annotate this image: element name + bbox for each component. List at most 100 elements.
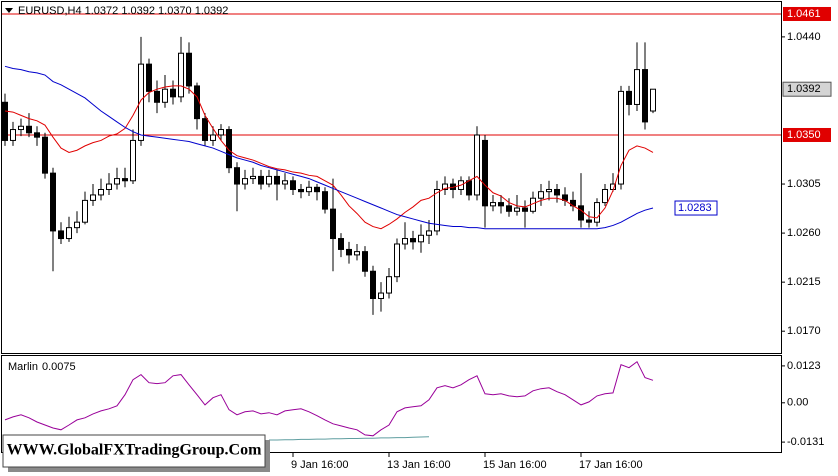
price-label-box [782, 81, 832, 97]
watermark-box: WWW.GlobalFXTradingGroup.Com [2, 434, 270, 472]
indicator-panel [1, 355, 782, 453]
candle-body [58, 230, 64, 240]
y-tick-label: -0.0131 [787, 436, 824, 448]
watermark-frame [2, 434, 266, 468]
moving-average [4, 65, 654, 230]
indicator-line [269, 436, 430, 441]
y-tick-label: 1.0215 [787, 276, 821, 288]
candle-body [314, 186, 320, 193]
candle-body [202, 118, 208, 141]
x-tick-label: 13 Jan 16:00 [387, 459, 451, 471]
candle-body [74, 221, 80, 229]
level-label: 1.0350 [787, 129, 821, 141]
candle-body [170, 88, 176, 98]
candle-body [498, 202, 504, 207]
candle-body [466, 180, 472, 196]
candle-body [378, 292, 384, 299]
candle-body [50, 172, 56, 232]
indicator-value: 0.0075 [42, 361, 76, 373]
candle-body [258, 175, 264, 185]
candle-body [274, 175, 280, 185]
candle-body [82, 199, 88, 223]
candle-body [178, 52, 184, 98]
y-tick-label: 1.0260 [787, 227, 821, 239]
candle-body [346, 248, 352, 256]
candle-body [370, 270, 376, 299]
candle-body [594, 202, 600, 223]
candle-body [354, 251, 360, 256]
candle-body [442, 183, 448, 190]
moving-average [4, 85, 654, 230]
candle-body [242, 178, 248, 185]
candle-body [66, 227, 72, 240]
indicator-name: Marlin [8, 361, 38, 373]
candle-body [338, 238, 344, 250]
level-label: 1.0461 [787, 8, 821, 20]
candle-body [146, 63, 152, 92]
candle-body [298, 188, 304, 193]
candle-body [138, 63, 144, 141]
candle-body [306, 186, 312, 193]
level-label-box [783, 127, 831, 142]
candle-body [514, 207, 520, 212]
candle-body [402, 238, 408, 245]
candle-body [266, 175, 272, 185]
x-tick-label: 17 Jan 16:00 [579, 459, 643, 471]
level-label-box [783, 6, 831, 21]
x-tick-label: 9 Jan 16:00 [291, 459, 349, 471]
candle-body [218, 129, 224, 136]
candle-body [290, 180, 296, 190]
candle-body [330, 208, 336, 240]
ma-label: 1.0283 [678, 202, 712, 214]
candle-body [538, 191, 544, 199]
candle-body [642, 69, 648, 123]
main-panel [1, 1, 782, 354]
candle-body [386, 276, 392, 294]
candle-body [42, 136, 48, 174]
candle-body [634, 69, 640, 105]
candle-body [210, 134, 216, 141]
candle-body [322, 191, 328, 210]
candle-body [554, 188, 560, 196]
candle-body [626, 90, 632, 105]
y-tick-label: 1.0170 [787, 325, 821, 337]
price-label: 1.0392 [787, 83, 821, 95]
ma-label-box [674, 200, 718, 216]
x-tick-label: 15 Jan 16:00 [483, 459, 547, 471]
candle-body [10, 129, 16, 141]
candle-body [194, 85, 200, 120]
candle-body [482, 139, 488, 207]
indicator-line [4, 360, 654, 437]
candle-body [106, 183, 112, 190]
candle-body [618, 90, 624, 185]
candle-body [650, 88, 656, 112]
candle-body [234, 167, 240, 185]
menu-triangle [5, 8, 13, 13]
candle-body [522, 207, 528, 212]
watermark: WWW.GlobalFXTradingGroup.Com [7, 442, 263, 459]
candle-body [362, 251, 368, 272]
candle-body [18, 125, 24, 131]
candle-body [98, 188, 104, 196]
candle-body [282, 180, 288, 185]
y-tick-label: 0.00 [787, 397, 808, 409]
plot: 1.0440 1.0305 1.0260 1.0215 1.0170 0.0123 0.00… [2, 6, 832, 471]
candle-body [418, 234, 424, 243]
candle-body [394, 243, 400, 278]
y-tick-label: 1.0440 [787, 31, 821, 43]
candle-body [186, 52, 192, 87]
candle-body [122, 178, 128, 182]
candle-body [602, 188, 608, 204]
candle-body [2, 101, 8, 141]
y-tick-label: 0.0123 [787, 360, 821, 372]
candle-body [490, 202, 496, 207]
candle-body [506, 205, 512, 212]
candle-body [250, 175, 256, 180]
candle-body [130, 139, 136, 182]
candle-body [426, 230, 432, 236]
chart-title: EURUSD,H4 1.0372 1.0392 1.0370 1.0392 [18, 5, 228, 17]
candle-body [34, 132, 40, 138]
candle-body [90, 194, 96, 201]
candle-body [578, 205, 584, 221]
